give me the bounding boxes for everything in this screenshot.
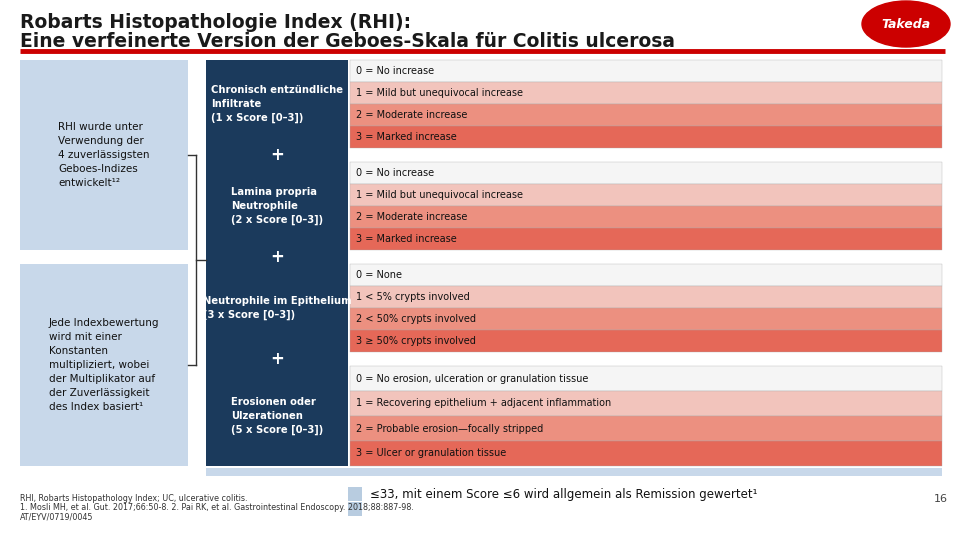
Text: 3 = Marked increase: 3 = Marked increase xyxy=(356,132,457,142)
Text: Chronisch entzündliche
Infiltrate
(1 x Score [0–3]): Chronisch entzündliche Infiltrate (1 x S… xyxy=(211,85,343,123)
Bar xyxy=(350,184,942,206)
Text: 2 = Moderate increase: 2 = Moderate increase xyxy=(356,212,468,222)
Text: RHI wurde unter
Verwendung der
4 zuverlässigsten
Geboes-Indizes
entwickelt¹²: RHI wurde unter Verwendung der 4 zuverlä… xyxy=(59,122,150,188)
Bar xyxy=(206,468,942,476)
Text: RHI, Robarts Histopathology Index; UC, ulcerative colitis.: RHI, Robarts Histopathology Index; UC, u… xyxy=(20,494,248,503)
Text: Erosionen oder
Ulzerationen
(5 x Score [0–3]): Erosionen oder Ulzerationen (5 x Score [… xyxy=(230,397,324,435)
Text: 1 = Recovering epithelium + adjacent inflammation: 1 = Recovering epithelium + adjacent inf… xyxy=(356,399,612,408)
Bar xyxy=(350,162,942,184)
Text: 1 < 5% crypts involved: 1 < 5% crypts involved xyxy=(356,292,469,302)
Text: 1 = Mild but unequivocal increase: 1 = Mild but unequivocal increase xyxy=(356,88,523,98)
Text: Neutrophile im Epithelium
(3 x Score [0–3]): Neutrophile im Epithelium (3 x Score [0–… xyxy=(203,296,351,320)
Text: 0 = No increase: 0 = No increase xyxy=(356,168,434,178)
Bar xyxy=(350,330,942,352)
Bar xyxy=(206,60,348,148)
Bar xyxy=(206,264,348,352)
Bar xyxy=(350,366,942,391)
Text: 0 = No increase: 0 = No increase xyxy=(356,66,434,76)
Bar xyxy=(350,228,942,250)
Bar xyxy=(206,148,348,162)
Bar xyxy=(348,487,362,501)
Text: 1 = Mild but unequivocal increase: 1 = Mild but unequivocal increase xyxy=(356,190,523,200)
Text: 0 = No erosion, ulceration or granulation tissue: 0 = No erosion, ulceration or granulatio… xyxy=(356,374,588,383)
Text: 3 = Marked increase: 3 = Marked increase xyxy=(356,234,457,244)
Bar xyxy=(350,82,942,104)
Bar xyxy=(350,308,942,330)
Bar xyxy=(20,264,188,466)
Bar xyxy=(350,60,942,82)
Bar xyxy=(350,126,942,148)
Text: +: + xyxy=(270,350,284,368)
Bar xyxy=(350,104,942,126)
Bar xyxy=(350,206,942,228)
Text: 2 = Probable erosion—focally stripped: 2 = Probable erosion—focally stripped xyxy=(356,423,543,434)
Bar xyxy=(350,441,942,466)
Text: ≤33, mit einem Score ≤6 wird allgemein als Remission gewertet¹: ≤33, mit einem Score ≤6 wird allgemein a… xyxy=(370,488,757,501)
Bar xyxy=(206,162,348,250)
Text: 0 = None: 0 = None xyxy=(356,270,402,280)
Text: AT/EYV/0719/0045: AT/EYV/0719/0045 xyxy=(20,512,93,521)
Bar xyxy=(206,250,348,264)
Text: 1. Mosli MH, et al. Gut. 2017;66:50-8. 2. Pai RK, et al. Gastrointestinal Endosc: 1. Mosli MH, et al. Gut. 2017;66:50-8. 2… xyxy=(20,503,414,512)
Text: 2 < 50% crypts involved: 2 < 50% crypts involved xyxy=(356,314,476,324)
Ellipse shape xyxy=(862,1,950,47)
Text: 16: 16 xyxy=(934,494,948,504)
Bar xyxy=(206,352,348,366)
Text: 2 = Moderate increase: 2 = Moderate increase xyxy=(356,110,468,120)
Bar xyxy=(350,391,942,416)
Text: Lamina propria
Neutrophile
(2 x Score [0–3]): Lamina propria Neutrophile (2 x Score [0… xyxy=(231,187,324,225)
Bar xyxy=(350,416,942,441)
Bar xyxy=(350,264,942,286)
Text: 3 = Ulcer or granulation tissue: 3 = Ulcer or granulation tissue xyxy=(356,449,506,458)
Text: Robarts Histopathologie Index (RHI):: Robarts Histopathologie Index (RHI): xyxy=(20,13,411,32)
Text: 3 ≥ 50% crypts involved: 3 ≥ 50% crypts involved xyxy=(356,336,476,346)
Bar xyxy=(206,366,348,466)
Text: Eine verfeinerte Version der Geboes-Skala für Colitis ulcerosa: Eine verfeinerte Version der Geboes-Skal… xyxy=(20,32,675,51)
Bar xyxy=(350,286,942,308)
Bar xyxy=(348,502,362,516)
Text: Jede Indexbewertung
wird mit einer
Konstanten
multipliziert, wobei
der Multiplik: Jede Indexbewertung wird mit einer Konst… xyxy=(49,318,159,412)
Text: Takeda: Takeda xyxy=(881,17,930,30)
Bar xyxy=(20,60,188,250)
Text: +: + xyxy=(270,146,284,164)
Text: +: + xyxy=(270,248,284,266)
